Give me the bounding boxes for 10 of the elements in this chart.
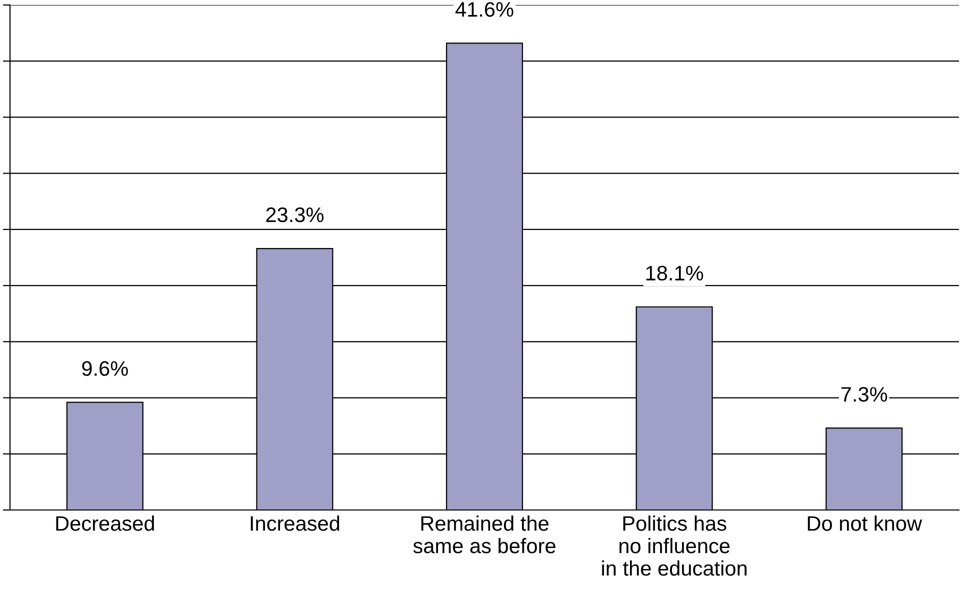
data-label: 23.3% bbox=[266, 207, 324, 222]
x-tick-label: Do not know bbox=[808, 516, 922, 531]
x-tick-label: Politics has no influence in the education bbox=[602, 516, 747, 576]
x-tick-label: Decreased bbox=[56, 516, 154, 531]
data-label: 7.3% bbox=[841, 386, 888, 402]
data-label: 9.6% bbox=[82, 361, 128, 376]
data-label: 41.6% bbox=[455, 2, 514, 17]
x-tick-label: Increased bbox=[250, 516, 340, 531]
x-tick-label: Remained the same as before bbox=[413, 516, 556, 554]
data-label: 18.1% bbox=[646, 266, 704, 281]
